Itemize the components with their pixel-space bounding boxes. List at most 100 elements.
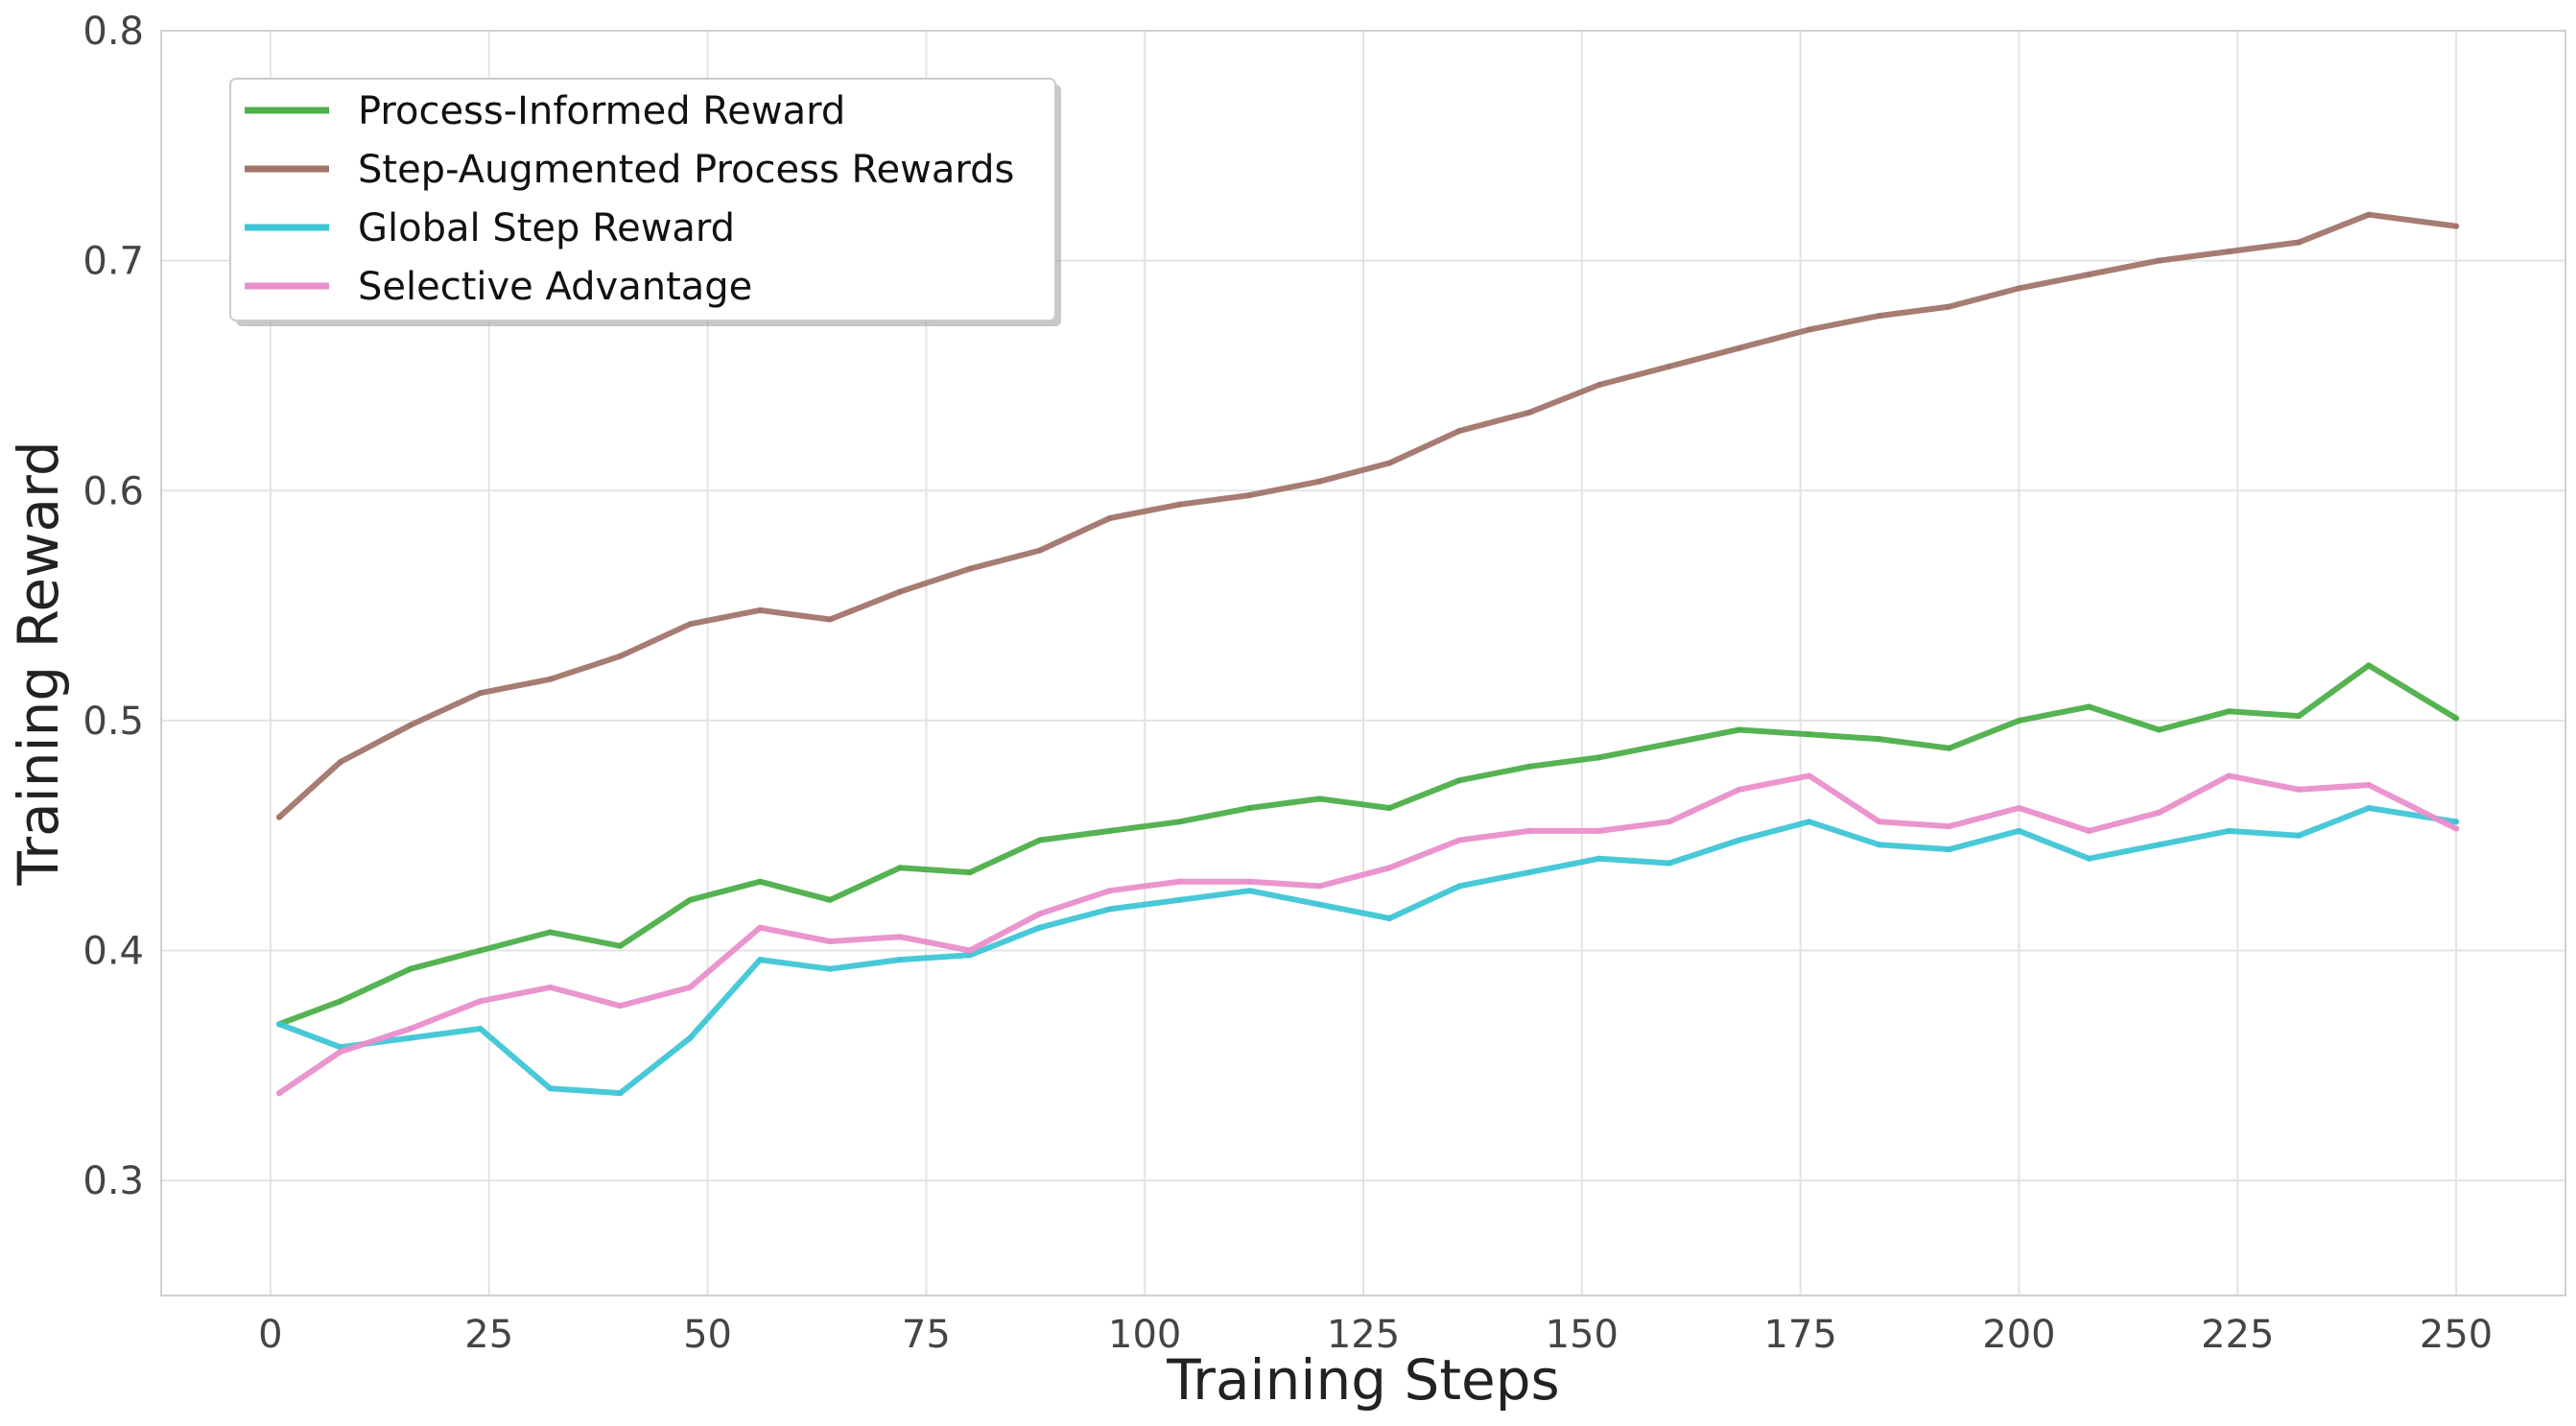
data-point [276, 814, 282, 820]
data-point [1036, 837, 1043, 844]
data-point [2366, 662, 2372, 669]
data-point [1316, 796, 1323, 802]
legend-label: Step-Augmented Process Rewards [358, 148, 1014, 192]
legend-label: Process-Informed Reward [358, 89, 845, 133]
data-point [757, 957, 764, 963]
data-point [617, 1090, 624, 1097]
data-point [2453, 819, 2460, 825]
y-tick-label: 0.4 [83, 930, 144, 974]
data-point [1806, 731, 1812, 738]
data-point [547, 676, 554, 682]
data-point [2226, 827, 2233, 834]
data-point [1036, 547, 1043, 554]
data-point [2156, 726, 2162, 733]
legend-box [229, 78, 1056, 321]
data-point [1386, 805, 1393, 811]
y-tick-label: 0.8 [83, 10, 144, 54]
data-point [1526, 763, 1533, 770]
data-point [1246, 878, 1253, 885]
series-line [276, 772, 2460, 1097]
data-point [757, 878, 764, 885]
data-point [1946, 846, 1952, 853]
data-point [1246, 888, 1253, 894]
series-1-group [276, 662, 2460, 1028]
y-tick-label: 0.3 [83, 1159, 144, 1203]
data-point [1806, 772, 1812, 779]
data-point [337, 998, 343, 1005]
data-point [407, 1034, 414, 1041]
data-point [2226, 708, 2233, 715]
data-point [1386, 865, 1393, 871]
data-point [1386, 915, 1393, 921]
data-point [1316, 901, 1323, 908]
data-point [2086, 272, 2092, 277]
data-point [897, 934, 903, 940]
data-point [1806, 326, 1812, 333]
plot-area-border [160, 30, 2566, 1296]
data-point [2086, 827, 2092, 834]
data-point [547, 1085, 554, 1092]
x-tick-label: 25 [464, 1313, 513, 1357]
x-axis-title: Training Steps [1166, 1347, 1560, 1413]
data-point [897, 588, 903, 595]
y-tick-label: 0.6 [83, 469, 144, 513]
x-tick-label: 125 [1327, 1313, 1400, 1357]
data-point [1106, 888, 1113, 894]
data-point [2366, 211, 2372, 218]
data-point [687, 896, 694, 903]
data-point [1106, 906, 1113, 913]
data-point [2453, 825, 2460, 832]
data-point [827, 616, 834, 623]
data-point [2016, 827, 2022, 834]
data-point [1666, 860, 1672, 867]
x-tick-label: 175 [1763, 1313, 1836, 1357]
y-tick-label: 0.5 [83, 700, 144, 744]
data-point [1596, 855, 1602, 862]
series-3-group [276, 805, 2460, 1097]
data-point [2086, 703, 2092, 710]
data-point [2453, 223, 2460, 229]
data-point [2366, 782, 2372, 788]
data-point [407, 1026, 414, 1032]
data-point [1526, 409, 1533, 416]
data-point [617, 942, 624, 949]
data-point [1736, 786, 1742, 793]
x-tick-label: 0 [258, 1313, 282, 1357]
data-point [1036, 924, 1043, 931]
data-point [547, 984, 554, 990]
y-axis-title: Training Reward [6, 440, 71, 886]
data-point [477, 1026, 484, 1032]
data-point [966, 947, 973, 954]
legend: Process-Informed Reward Step-Augmented Pr… [229, 78, 1061, 326]
data-point [1736, 837, 1742, 844]
data-point [1596, 754, 1602, 761]
data-point [897, 865, 903, 871]
x-tick-label: 150 [1546, 1313, 1619, 1357]
data-point [897, 957, 903, 963]
data-point [276, 1090, 282, 1097]
data-point [1036, 911, 1043, 917]
data-point [1456, 777, 1463, 784]
data-point [407, 965, 414, 972]
data-point [827, 965, 834, 972]
data-point [1946, 745, 1952, 751]
data-point [2016, 717, 2022, 724]
data-point [757, 924, 764, 931]
data-point [1596, 827, 1602, 834]
data-point [2296, 786, 2303, 793]
series-4-group [276, 772, 2460, 1097]
y-axis-ticks: 0.3 0.4 0.5 0.6 0.7 0.8 [83, 10, 144, 1203]
data-point [2296, 239, 2303, 246]
data-point [1806, 819, 1812, 825]
x-tick-label: 50 [683, 1313, 732, 1357]
data-point [2226, 772, 2233, 779]
data-point [2296, 713, 2303, 720]
data-point [687, 621, 694, 628]
data-point [966, 952, 973, 959]
data-point [1946, 823, 1952, 830]
data-point [1596, 382, 1602, 388]
data-point [1316, 883, 1323, 890]
data-point [2156, 842, 2162, 848]
data-point [966, 869, 973, 876]
